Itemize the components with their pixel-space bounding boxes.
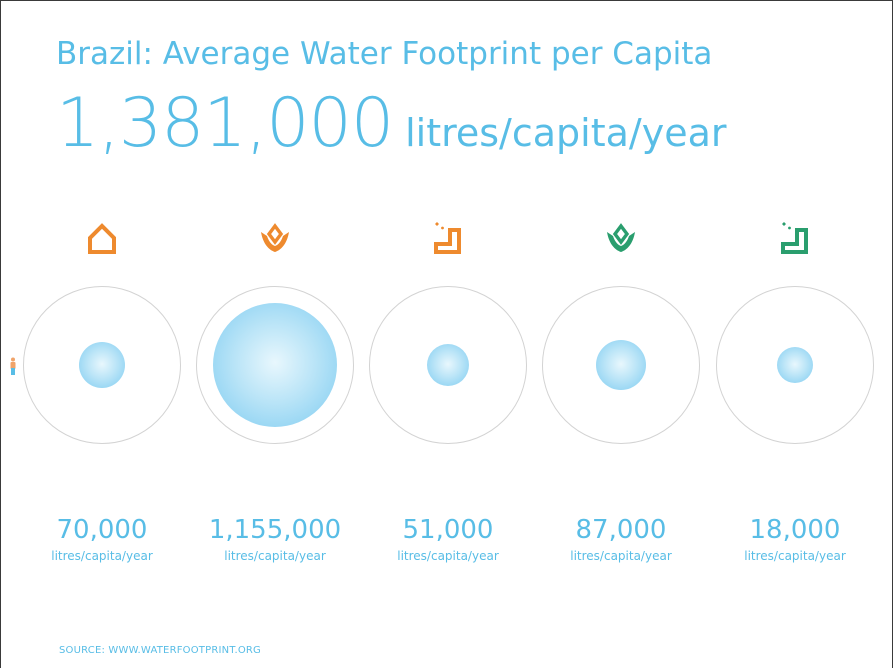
bubble-value-label: 70,000 [56, 515, 148, 545]
bubble-unit-label: litres/capita/year [51, 549, 153, 563]
bubble-mark [213, 303, 337, 427]
bubble-unit-label: litres/capita/year [744, 549, 846, 563]
bubble-value-label: 87,000 [575, 515, 667, 545]
source-note: SOURCE: WWW.WATERFOOTPRINT.ORG [59, 645, 261, 656]
crop-icon [601, 218, 641, 258]
bubble-ring [196, 286, 354, 444]
bubble-mark [78, 341, 126, 389]
crop-icon [255, 218, 295, 258]
bubble-ring [369, 286, 527, 444]
bubble-unit-label: litres/capita/year [570, 549, 672, 563]
bubble-ring [23, 286, 181, 444]
chart-title: Brazil: Average Water Footprint per Capi… [56, 36, 713, 72]
bubble-value-label: 1,155,000 [208, 515, 342, 545]
bubble-value-label: 18,000 [749, 515, 841, 545]
bubble-mark [426, 343, 470, 387]
person-icon [10, 357, 16, 375]
bubble-ring [716, 286, 874, 444]
bubble-unit-label: litres/capita/year [397, 549, 499, 563]
bubble-mark [777, 347, 813, 383]
total-value: 1,381,000 [56, 84, 394, 163]
industry-icon [775, 218, 815, 258]
bubble-value-label: 51,000 [402, 515, 494, 545]
bubble-unit-label: litres/capita/year [224, 549, 326, 563]
total-footprint: 1,381,000 litres/capita/year [56, 84, 726, 163]
house-icon [82, 218, 122, 258]
industry-icon [428, 218, 468, 258]
total-unit: litres/capita/year [405, 111, 727, 155]
bubble-ring [542, 286, 700, 444]
bubble-mark [595, 339, 646, 390]
